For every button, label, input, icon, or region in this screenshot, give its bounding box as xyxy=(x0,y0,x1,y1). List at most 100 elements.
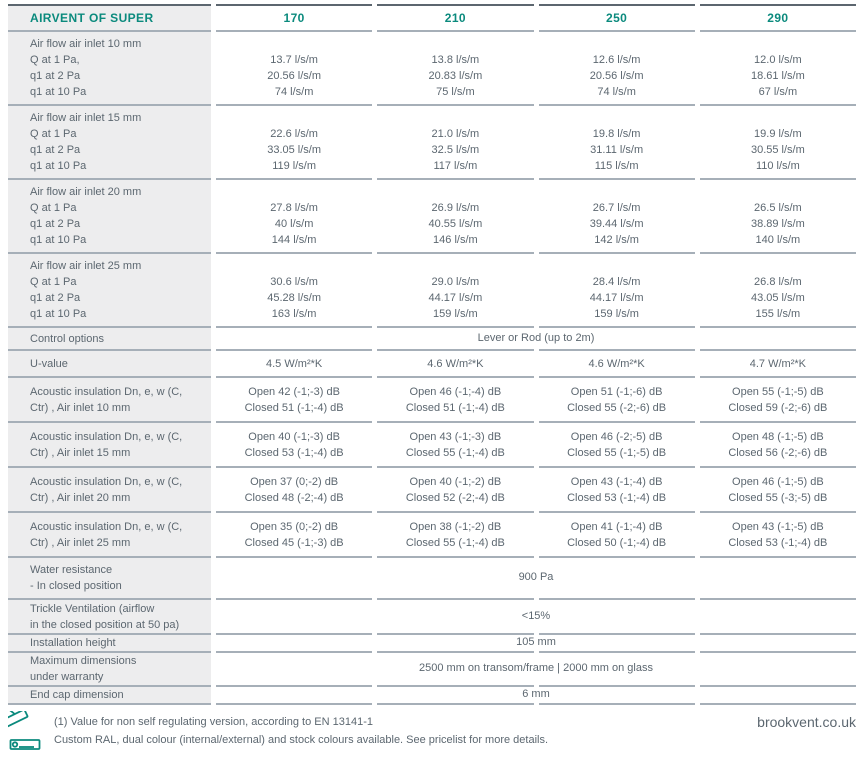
value-cell xyxy=(699,326,856,349)
row-label: End cap dimension xyxy=(8,685,211,703)
row-label: Air flow air inlet 10 mm Q at 1 Pa, q1 at … xyxy=(8,30,211,104)
value-cell: Open 48 (-1;-5) dB Closed 56 (-2;-6) dB xyxy=(699,421,856,466)
table-row-airflow-10mm: Air flow air inlet 10 mm Q at 1 Pa, q1 at … xyxy=(8,30,856,104)
row-label: Control options xyxy=(8,326,211,349)
spanning-value: Lever or Rod (up to 2m) xyxy=(477,331,595,344)
table-row-acoustic-10mm: Acoustic insulation Dn, e, w (C, Ctr) , A… xyxy=(8,376,856,421)
value-cell: Open 55 (-1;-5) dB Closed 59 (-2;-6) dB xyxy=(699,376,856,421)
value-cell xyxy=(216,633,373,651)
value-cell: Open 40 (-1;-2) dB Closed 52 (-2;-4) dB xyxy=(377,466,534,511)
value-cell: 28.4 l/s/m 44.17 l/s/m 159 l/s/m xyxy=(538,252,695,326)
value-cell xyxy=(377,651,534,685)
value-cell: 26.5 l/s/m 38.89 l/s/m 140 l/s/m xyxy=(699,178,856,252)
value-cell: 29.0 l/s/m 44.17 l/s/m 159 l/s/m xyxy=(377,252,534,326)
table-row-airflow-15mm: Air flow air inlet 15 mm Q at 1 Pa q1 at 2… xyxy=(8,104,856,178)
value-cell: 4.5 W/m²*K xyxy=(216,349,373,376)
value-cell: 27.8 l/s/m 40 l/s/m 144 l/s/m xyxy=(216,178,373,252)
value-cell xyxy=(699,598,856,633)
value-cell: 19.9 l/s/m 30.55 l/s/m 110 l/s/m xyxy=(699,104,856,178)
column-header-170: 170 xyxy=(216,4,373,30)
value-cell xyxy=(699,685,856,703)
table-row-control-options: Control options Lever or Rod (up to 2m) xyxy=(8,326,856,349)
value-cell xyxy=(538,598,695,633)
footer: (1) Value for non self regulating versio… xyxy=(8,711,856,751)
value-cell: 4.6 W/m²*K xyxy=(377,349,534,376)
website-link[interactable]: brookvent.co.uk xyxy=(757,714,856,730)
table-row-acoustic-15mm: Acoustic insulation Dn, e, w (C, Ctr) , A… xyxy=(8,421,856,466)
value-cell xyxy=(377,685,534,703)
table-row-acoustic-25mm: Acoustic insulation Dn, e, w (C, Ctr) , A… xyxy=(8,511,856,556)
spanning-value: 105 mm xyxy=(516,636,556,648)
column-header-290: 290 xyxy=(699,4,856,30)
table-title-cell: AIRVENT OF SUPER xyxy=(8,4,211,30)
row-label: Acoustic insulation Dn, e, w (C, Ctr) , A… xyxy=(8,511,211,556)
value-cell xyxy=(538,685,695,703)
value-cell: Open 37 (0;-2) dB Closed 48 (-2;-4) dB xyxy=(216,466,373,511)
row-label: Installation height xyxy=(8,633,211,651)
table-row-airflow-25mm: Air flow air inlet 25 mm Q at 1 Pa q1 at 2… xyxy=(8,252,856,326)
value-cell: 21.0 l/s/m 32.5 l/s/m 117 l/s/m xyxy=(377,104,534,178)
row-label: Acoustic insulation Dn, e, w (C, Ctr) , A… xyxy=(8,376,211,421)
spanning-value: 6 mm xyxy=(522,688,550,700)
value-cell: 26.9 l/s/m 40.55 l/s/m 146 l/s/m xyxy=(377,178,534,252)
value-cell: Open 46 (-1;-4) dB Closed 51 (-1;-4) dB xyxy=(377,376,534,421)
value-cell xyxy=(699,633,856,651)
row-label: U-value xyxy=(8,349,211,376)
column-header-210: 210 xyxy=(377,4,534,30)
column-header-250: 250 xyxy=(538,4,695,30)
value-cell: 30.6 l/s/m 45.28 l/s/m 163 l/s/m xyxy=(216,252,373,326)
spanning-value: 2500 mm on transom/frame | 2000 mm on gl… xyxy=(419,662,653,674)
row-label: Acoustic insulation Dn, e, w (C, Ctr) , A… xyxy=(8,421,211,466)
value-cell xyxy=(377,556,534,598)
value-cell: Open 43 (-1;-3) dB Closed 55 (-1;-4) dB xyxy=(377,421,534,466)
table-header-row: AIRVENT OF SUPER 170 210 250 290 xyxy=(8,4,856,30)
value-cell xyxy=(377,633,534,651)
value-cell: 22.6 l/s/m 33.05 l/s/m 119 l/s/m xyxy=(216,104,373,178)
value-cell: 13.7 l/s/m 20.56 l/s/m 74 l/s/m xyxy=(216,30,373,104)
value-cell xyxy=(538,651,695,685)
table-title: AIRVENT OF SUPER xyxy=(30,11,154,25)
value-cell: 4.7 W/m²*K xyxy=(699,349,856,376)
spec-table: AIRVENT OF SUPER 170 210 250 290 Air flo… xyxy=(8,4,856,705)
value-cell xyxy=(377,598,534,633)
ral-colour-fan-icon xyxy=(8,711,41,750)
value-cell: Open 38 (-1;-2) dB Closed 55 (-1;-4) dB xyxy=(377,511,534,556)
table-row-installation-height: Installation height 105 mm xyxy=(8,633,856,651)
value-cell: 12.6 l/s/m 20.56 l/s/m 74 l/s/m xyxy=(538,30,695,104)
value-cell xyxy=(538,326,695,349)
value-cell: Open 46 (-2;-5) dB Closed 55 (-1;-5) dB xyxy=(538,421,695,466)
table-row-acoustic-20mm: Acoustic insulation Dn, e, w (C, Ctr) , A… xyxy=(8,466,856,511)
row-label: Air flow air inlet 20 mm Q at 1 Pa q1 at 2… xyxy=(8,178,211,252)
value-cell xyxy=(538,633,695,651)
row-label: Trickle Ventilation (airflow in the close… xyxy=(8,598,211,633)
spanning-value: 900 Pa xyxy=(518,571,554,583)
value-cell xyxy=(699,651,856,685)
value-cell: Open 51 (-1;-6) dB Closed 55 (-2;-6) dB xyxy=(538,376,695,421)
value-cell xyxy=(216,556,373,598)
row-label: Maximum dimensions under warranty xyxy=(8,651,211,685)
value-cell: Open 40 (-1;-3) dB Closed 53 (-1;-4) dB xyxy=(216,421,373,466)
table-bottom-border xyxy=(8,703,856,705)
value-cell: 26.7 l/s/m 39.44 l/s/m 142 l/s/m xyxy=(538,178,695,252)
value-cell xyxy=(699,556,856,598)
table-row-end-cap-dimension: End cap dimension 6 mm xyxy=(8,685,856,703)
value-cell: Open 35 (0;-2) dB Closed 45 (-1;-3) dB xyxy=(216,511,373,556)
spanning-value: <15% xyxy=(521,609,551,622)
footnote-1: (1) Value for non self regulating versio… xyxy=(54,716,373,728)
row-label: Water resistance - In closed position xyxy=(8,556,211,598)
row-label: Air flow air inlet 25 mm Q at 1 Pa q1 at 2… xyxy=(8,252,211,326)
value-cell: 26.8 l/s/m 43.05 l/s/m 155 l/s/m xyxy=(699,252,856,326)
value-cell: 4.6 W/m²*K xyxy=(538,349,695,376)
row-label: Acoustic insulation Dn, e, w (C, Ctr) , A… xyxy=(8,466,211,511)
value-cell: Open 46 (-1;-5) dB Closed 55 (-3;-5) dB xyxy=(699,466,856,511)
value-cell: 19.8 l/s/m 31.11 l/s/m 115 l/s/m xyxy=(538,104,695,178)
table-row-maximum-dimensions: Maximum dimensions under warranty 2500 mm … xyxy=(8,651,856,685)
value-cell: 12.0 l/s/m 18.61 l/s/m 67 l/s/m xyxy=(699,30,856,104)
footnote-2: Custom RAL, dual colour (internal/extern… xyxy=(54,734,549,746)
value-cell xyxy=(216,685,373,703)
value-cell: Open 43 (-1;-4) dB Closed 53 (-1;-4) dB xyxy=(538,466,695,511)
value-cell: Open 42 (-1;-3) dB Closed 51 (-1;-4) dB xyxy=(216,376,373,421)
table-row-water-resistance: Water resistance - In closed position 900 … xyxy=(8,556,856,598)
value-cell: Open 41 (-1;-4) dB Closed 50 (-1;-4) dB xyxy=(538,511,695,556)
